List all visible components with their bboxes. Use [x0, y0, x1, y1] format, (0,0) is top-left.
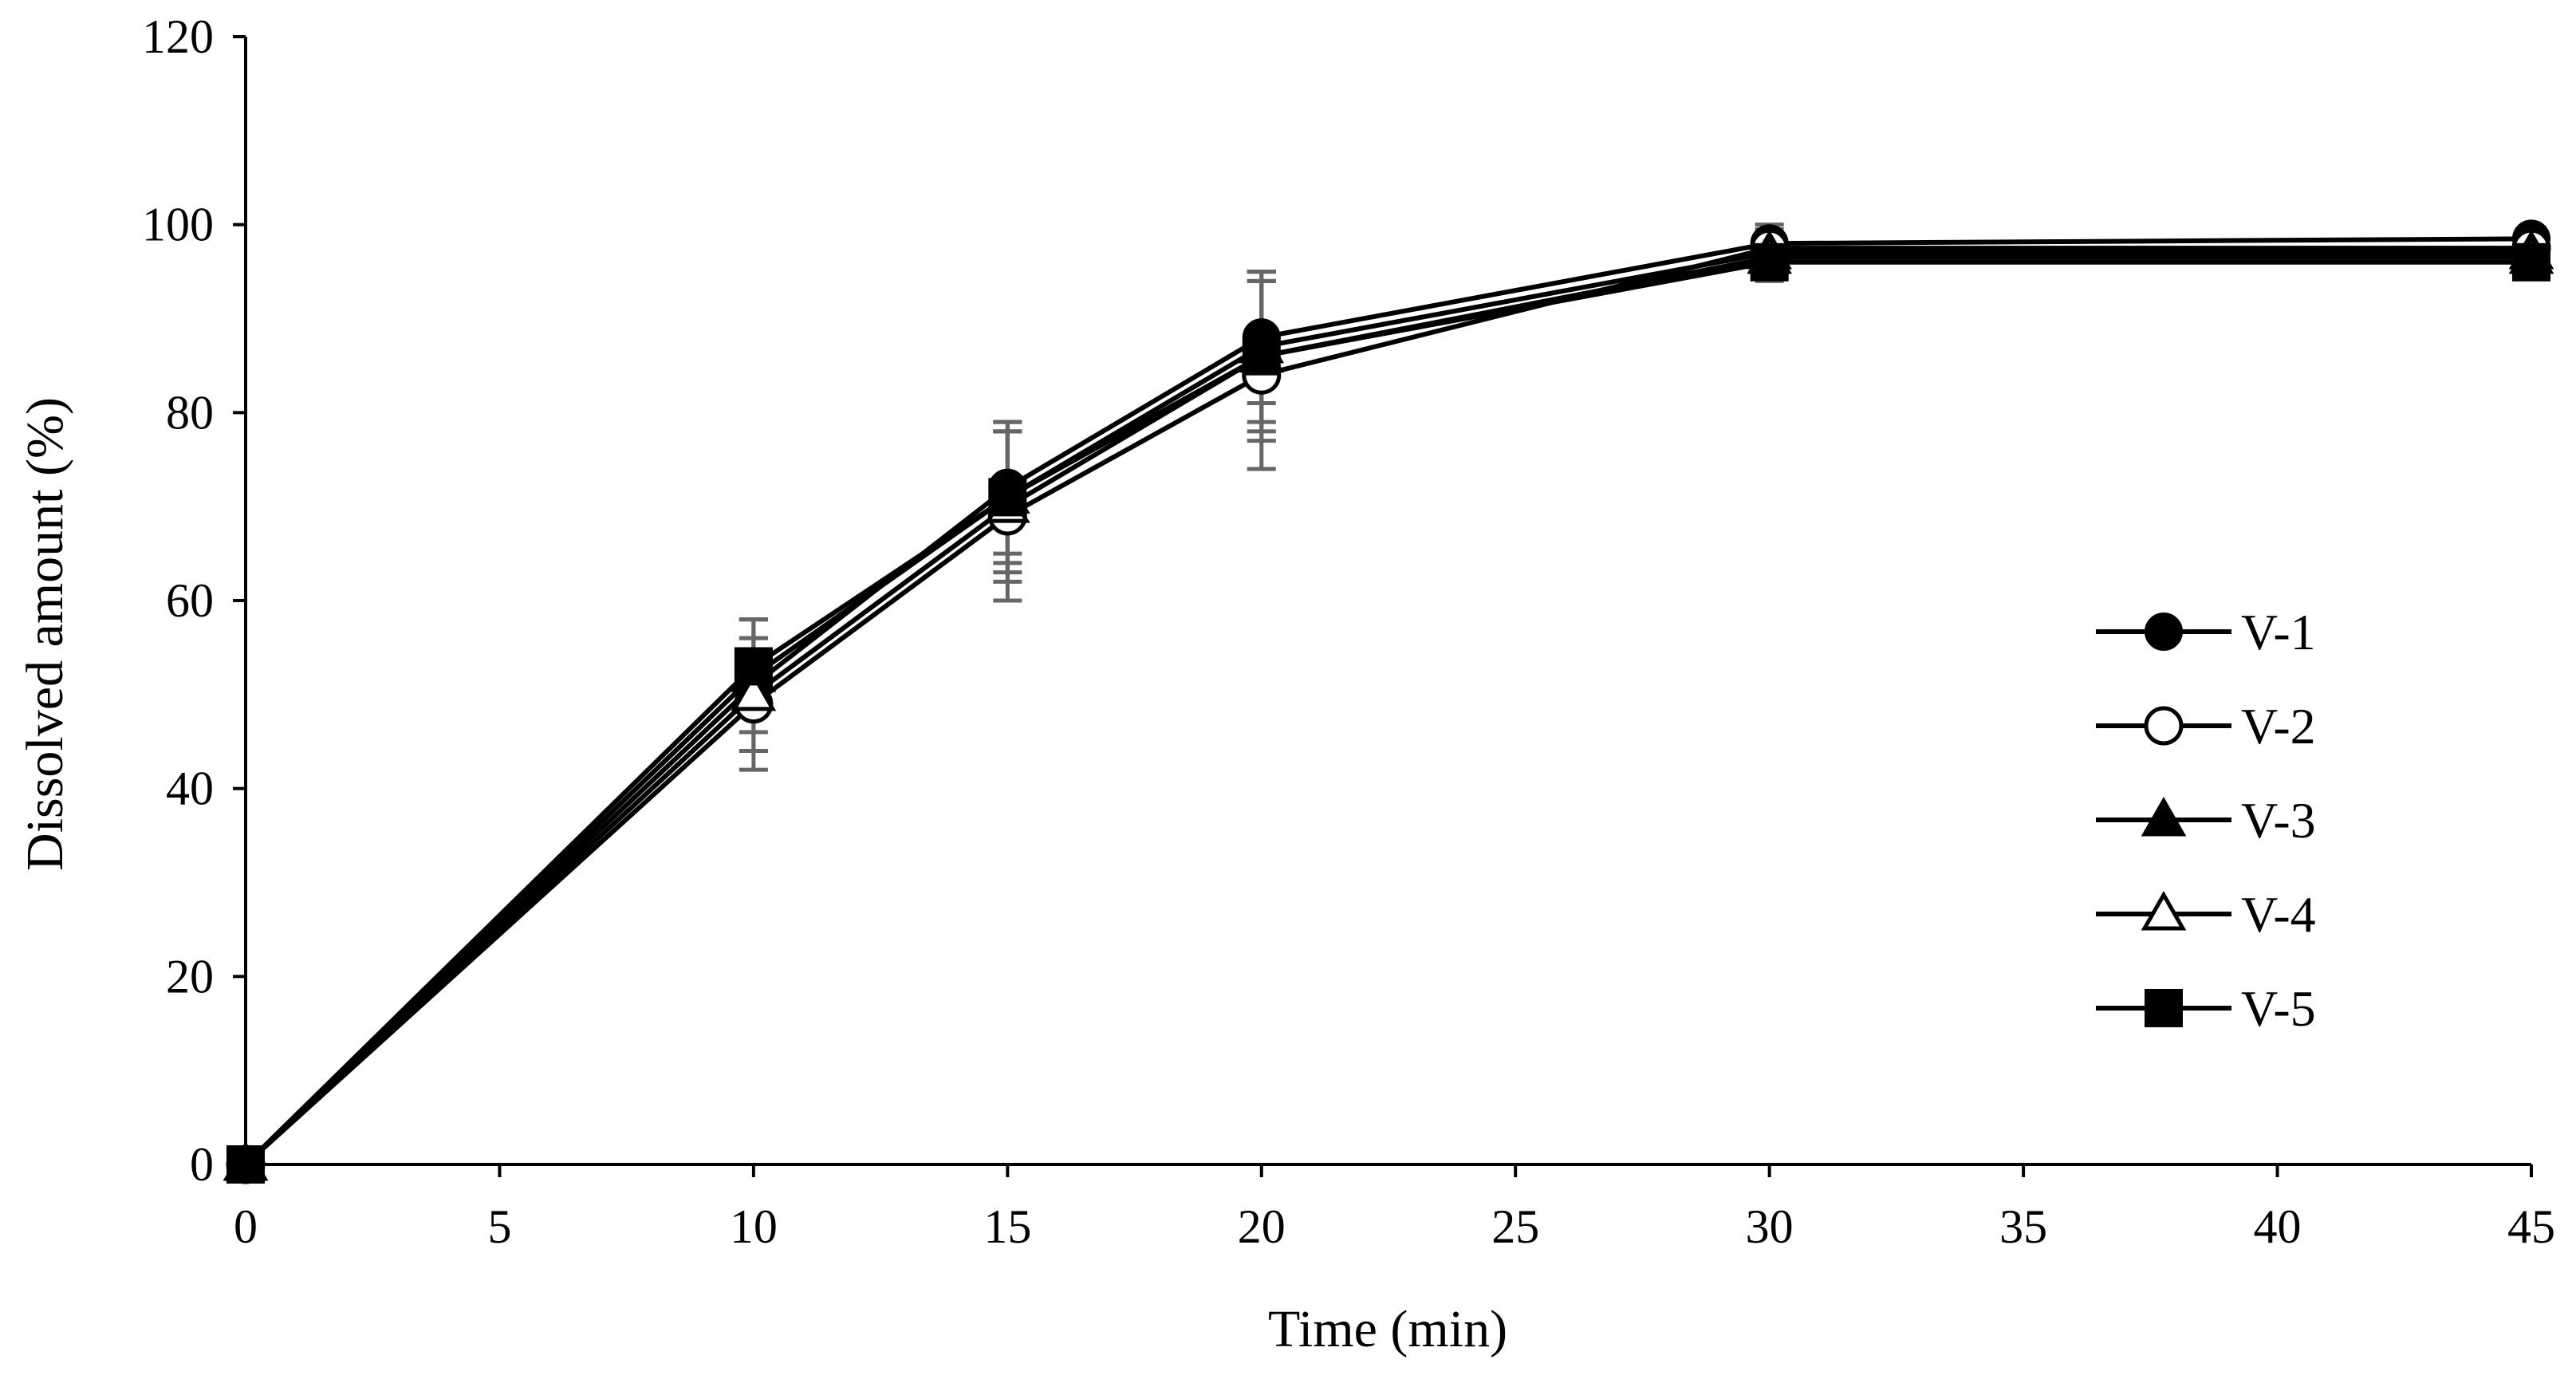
x-axis-title: Time (min) — [1268, 1300, 1507, 1358]
legend-marker — [2144, 706, 2184, 746]
axes: 0 20 40 60 80 100 120 0 5 10 15 20 25 30 35 40 45 — [142, 10, 2555, 1253]
y-tick-label: 0 — [190, 1138, 214, 1191]
legend-marker — [2141, 796, 2187, 837]
series-line-v-1 — [243, 236, 2532, 1167]
legend-item-v-5: V-5 — [2096, 980, 2316, 1037]
data-point-v-5 — [734, 647, 773, 686]
y-tick-label: 40 — [166, 762, 214, 815]
y-tick-label: 120 — [142, 10, 214, 63]
y-tick-label: 100 — [142, 199, 214, 251]
legend-label: V-2 — [2241, 698, 2316, 754]
legend-item-v-4: V-4 — [2096, 886, 2316, 943]
data-point-v-5 — [2512, 242, 2550, 282]
legend-label: V-5 — [2241, 980, 2316, 1037]
x-tick-label: 20 — [1238, 1200, 1286, 1253]
legend-label: V-1 — [2241, 604, 2316, 660]
y-axis-title: Dissolved amount (%) — [16, 397, 74, 871]
y-tick-label: 60 — [166, 574, 214, 627]
x-tick-label: 45 — [2507, 1200, 2555, 1253]
x-tick-label: 40 — [2254, 1200, 2302, 1253]
legend-label: V-4 — [2241, 886, 2316, 943]
data-point-v-5 — [1750, 242, 1789, 282]
x-tick-label: 0 — [234, 1200, 258, 1253]
series-line-v-3 — [243, 250, 2531, 1167]
legend-item-v-1: V-1 — [2096, 604, 2316, 660]
series-markers — [223, 219, 2554, 1184]
series-line-v-2 — [243, 246, 2531, 1167]
x-tick-label: 5 — [487, 1200, 511, 1253]
x-tick-label: 10 — [730, 1200, 778, 1253]
x-tick-label: 25 — [1491, 1200, 1539, 1253]
series-line-v-4 — [243, 254, 2531, 1167]
data-point-v-4 — [731, 671, 777, 711]
legend: V-1 V-2 V-3 V-4 V-5 — [2096, 604, 2316, 1037]
series-lines — [243, 236, 2532, 1167]
legend-marker — [2141, 890, 2187, 931]
legend-label: V-3 — [2241, 792, 2316, 849]
y-tick-label: 80 — [166, 386, 214, 439]
x-tick-label: 30 — [1746, 1200, 1794, 1253]
data-point-v-5 — [988, 478, 1027, 517]
series-line-v-5 — [243, 259, 2531, 1167]
y-tick-label: 20 — [166, 950, 214, 1003]
data-point-v-5 — [1242, 337, 1281, 376]
legend-item-v-3: V-3 — [2096, 792, 2316, 849]
x-tick-label: 35 — [1999, 1200, 2047, 1253]
legend-item-v-2: V-2 — [2096, 698, 2316, 754]
x-tick-label: 15 — [983, 1200, 1031, 1253]
legend-marker — [2145, 989, 2183, 1027]
legend-marker — [2145, 613, 2183, 651]
